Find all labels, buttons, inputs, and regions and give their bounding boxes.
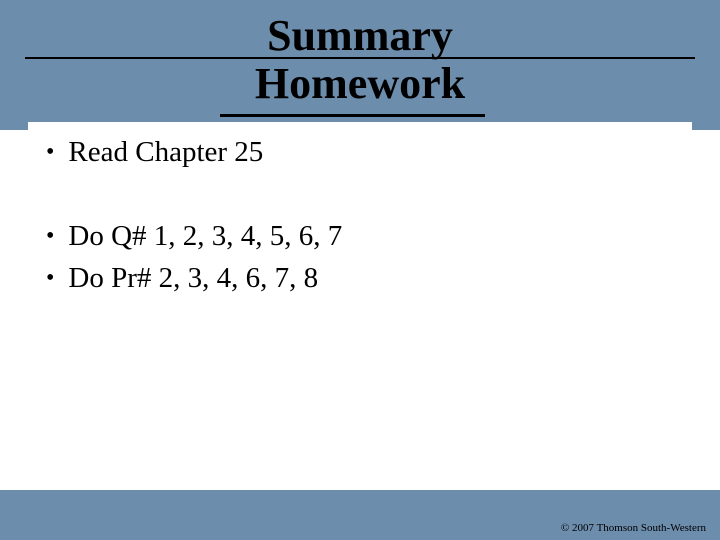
copyright-text: © 2007 Thomson South-Western	[561, 522, 706, 534]
bullet-item: • Do Pr# 2, 3, 4, 6, 7, 8	[46, 260, 674, 296]
bullet-text: Do Q# 1, 2, 3, 4, 5, 6, 7	[68, 218, 342, 254]
bullet-marker: •	[46, 134, 54, 170]
bullet-text: Read Chapter 25	[68, 134, 263, 170]
bullet-marker: •	[46, 260, 54, 296]
presentation-slide: Summary Homework • Read Chapter 25 • Do …	[0, 0, 720, 540]
content-area: • Read Chapter 25 • Do Q# 1, 2, 3, 4, 5,…	[28, 122, 692, 490]
slide-title: Summary Homework	[0, 12, 720, 109]
bullet-item: • Do Q# 1, 2, 3, 4, 5, 6, 7	[46, 218, 674, 254]
title-line-1: Summary	[0, 12, 720, 60]
title-line-2: Homework	[0, 60, 720, 108]
title-underline-2	[220, 114, 485, 117]
bullet-spacer	[46, 176, 674, 218]
bullet-marker: •	[46, 218, 54, 254]
bullet-item: • Read Chapter 25	[46, 134, 674, 170]
bullet-text: Do Pr# 2, 3, 4, 6, 7, 8	[68, 260, 318, 296]
